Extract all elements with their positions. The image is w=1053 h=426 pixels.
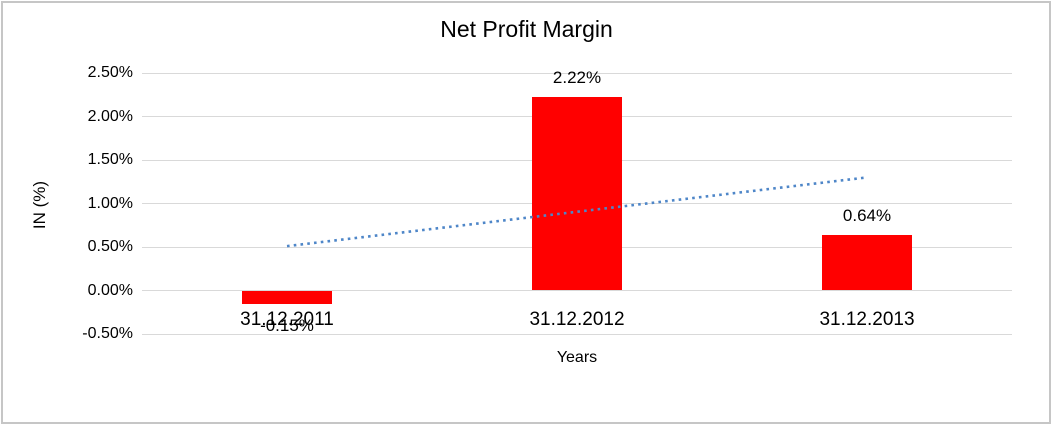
gridline	[142, 333, 1012, 335]
plot-area: -0.15% 2.22% 0.64% 31.12.2011 31.12.2012 31.1…	[142, 68, 1012, 335]
x-category-label: 31.12.2011	[240, 308, 334, 330]
chart-title: Net Profit Margin	[440, 16, 613, 42]
y-tick-label: 2.50%	[87, 64, 133, 81]
gridline	[142, 72, 1012, 74]
x-axis-title: Years	[556, 349, 598, 366]
y-tick-label: 1.50%	[87, 151, 133, 168]
gridline	[142, 290, 1012, 291]
x-category-label: 31.12.2012	[529, 308, 625, 330]
y-tick-label: 0.00%	[87, 281, 133, 299]
data-label: 2.22%	[552, 68, 602, 88]
bar-series-31.12.2011[interactable]	[242, 290, 332, 304]
bar-series-31.12.2013[interactable]	[822, 234, 912, 291]
data-label: -0.15%	[260, 315, 314, 335]
bar-series-31.12.2012[interactable]	[532, 97, 622, 291]
x-category-label: 31.12.2013	[819, 308, 915, 330]
data-label: 0.64%	[842, 205, 892, 225]
y-tick-label: 0.50%	[87, 238, 133, 255]
y-tick-label: -0.50%	[82, 325, 133, 342]
y-tick-label: 2.00%	[87, 107, 133, 125]
trendline-dotted[interactable]	[142, 73, 1012, 334]
y-tick-label: 1.00%	[87, 194, 133, 212]
